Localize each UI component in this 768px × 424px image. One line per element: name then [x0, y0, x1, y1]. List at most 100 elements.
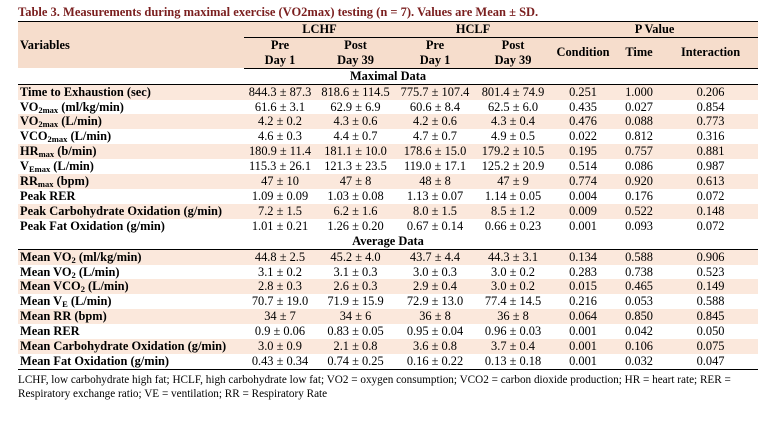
table-row: VEmax (L/min) 115.3 ± 26.1 121.3 ± 23.5 119… — [18, 159, 758, 174]
time-p-cell: 0.588 — [615, 249, 664, 265]
hclf-header: HCLF — [395, 21, 552, 38]
table-row: Mean Fat Oxidation (g/min) 0.43 ± 0.34 0.7… — [18, 353, 759, 370]
hclf-post-header: Post — [475, 37, 552, 53]
lchf-pre-cell: 61.6 ± 3.1 — [254, 99, 306, 114]
variable-subscript: 2max — [38, 119, 59, 130]
hclf-post-cell: 77.4 ± 14.5 — [484, 294, 542, 309]
lchf-post-cell: 2.6 ± 0.3 — [316, 279, 396, 295]
variable-unit: (L/min) — [58, 114, 102, 129]
variable-name: RR — [20, 174, 38, 189]
variable-subscript: max — [37, 179, 54, 190]
variable-subscript: 2 — [71, 269, 76, 280]
interaction-p-cell: 0.075 — [663, 339, 759, 354]
variable-name: Peak Fat Oxidation (g/min) — [20, 218, 165, 233]
lchf-pre-cell: 70.7 ± 19.0 — [251, 294, 309, 309]
table-row: Mean VCO2 (L/min) 2.8 ± 0.3 2.6 ± 0.3 2.9 ±… — [18, 279, 759, 295]
section-header-row: Maximal Data — [18, 68, 759, 85]
table-row: Peak Fat Oxidation (g/min) 1.01 ± 0.21 1.2… — [18, 219, 758, 234]
variable-subscript: 2 — [80, 284, 85, 295]
section-header-row: Average Data — [18, 233, 759, 250]
hclf-pre-cell: 0.67 ± 0.14 — [406, 218, 464, 233]
condition-p-cell: 0.476 — [551, 114, 616, 130]
condition-p-cell: 0.134 — [551, 249, 616, 265]
lchf-post-cell: 71.9 ± 15.9 — [327, 294, 384, 309]
table-row: HRmax (b/min) 180.9 ± 11.4 181.1 ± 10.0 178… — [18, 144, 759, 160]
variable-subscript: max — [38, 149, 55, 160]
variable-unit: (L/min) — [84, 279, 129, 294]
variable-name: Mean V — [20, 294, 63, 309]
variable-name: Mean VCO — [20, 279, 81, 294]
lchf-post-cell: 0.83 ± 0.05 — [327, 324, 384, 339]
lchf-post-cell: 1.03 ± 0.08 — [327, 188, 384, 203]
interaction-p-cell: 0.148 — [663, 203, 759, 219]
lchf-pre-cell: 3.1 ± 0.2 — [258, 264, 302, 279]
interaction-p-cell: 0.987 — [696, 159, 725, 174]
lchf-post-cell: 62.9 ± 6.9 — [330, 99, 381, 114]
condition-p-cell: 0.004 — [569, 188, 597, 203]
pvalue-header: P Value — [551, 21, 759, 38]
time-p-cell: 0.106 — [615, 339, 664, 354]
variable-name: Time to Exhaustion (sec) — [20, 84, 151, 99]
interaction-p-cell: 0.854 — [696, 99, 725, 114]
condition-p-cell: 0.001 — [569, 218, 597, 233]
hclf-post-cell: 4.9 ± 0.5 — [491, 129, 536, 144]
time-p-cell: 1.000 — [615, 84, 664, 100]
time-p-cell: 0.522 — [615, 203, 664, 219]
interaction-p-cell: 0.588 — [696, 294, 725, 309]
lchf-post-cell: 0.74 ± 0.25 — [316, 353, 396, 370]
lchf-post-header: Post — [316, 37, 396, 53]
time-p-cell: 0.176 — [625, 188, 653, 203]
hclf-post-cell: 8.5 ± 1.2 — [475, 203, 552, 219]
hclf-post-cell: 801.4 ± 74.9 — [475, 84, 552, 100]
hclf-pre-cell: 8.0 ± 1.5 — [395, 203, 476, 219]
variable-name: Mean RR (bpm) — [20, 309, 107, 324]
lchf-pre-cell: 2.8 ± 0.3 — [244, 279, 316, 295]
hclf-post-cell: 44.3 ± 3.1 — [475, 249, 552, 265]
time-p-cell: 0.032 — [615, 353, 664, 370]
table-row: Mean VO2 (L/min) 3.1 ± 0.2 3.1 ± 0.3 3.0 ± … — [18, 265, 758, 280]
hclf-pre-cell: 60.6 ± 8.4 — [409, 99, 461, 114]
lchf-pre-cell: 1.01 ± 0.21 — [251, 218, 309, 233]
time-p-cell: 0.042 — [625, 324, 653, 339]
hclf-pre-cell: 2.9 ± 0.4 — [395, 279, 476, 295]
table-row: Mean VO2 (ml/kg/min) 44.8 ± 2.5 45.2 ± 4.0… — [18, 249, 759, 265]
time-p-cell: 0.027 — [625, 99, 653, 114]
table-row: Peak RER 1.09 ± 0.09 1.03 ± 0.08 1.13 ± 0.0… — [18, 189, 758, 204]
table-row: Mean RER 0.9 ± 0.06 0.83 ± 0.05 0.95 ± 0.04… — [18, 324, 758, 339]
lchf-pre-cell: 7.2 ± 1.5 — [244, 203, 316, 219]
variable-name-cell: VO2max (ml/kg/min) — [18, 100, 244, 115]
lchf-pre-cell: 34 ± 7 — [244, 309, 316, 325]
interaction-p-cell: 0.773 — [663, 114, 759, 130]
table-row: Mean RR (bpm) 34 ± 7 34 ± 6 36 ± 8 36 ± 8 0.0… — [18, 309, 759, 325]
section-title: Maximal Data — [18, 68, 759, 85]
table-row: VCO2max (L/min) 4.6 ± 0.3 4.4 ± 0.7 4.7 ± 0… — [18, 129, 758, 144]
variable-name-cell: Mean VO2 (ml/kg/min) — [18, 249, 244, 265]
table-caption: Table 3. Measurements during maximal exe… — [18, 5, 539, 19]
variable-name: VO — [20, 114, 39, 129]
interaction-p-cell: 0.316 — [696, 129, 725, 144]
table-header: Variables LCHF HCLF P Value Pre Post Pre… — [18, 21, 759, 69]
variable-name-cell: Peak Carbohydrate Oxidation (g/min) — [18, 203, 244, 219]
condition-p-cell: 0.774 — [551, 174, 616, 189]
variable-unit: (ml/kg/min) — [58, 99, 124, 114]
hclf-post-cell: 125.2 ± 20.9 — [481, 159, 545, 174]
lchf-post-cell: 4.3 ± 0.6 — [316, 114, 396, 130]
hclf-pre-cell: 178.6 ± 15.0 — [395, 144, 476, 160]
variable-name-cell: VEmax (L/min) — [18, 159, 244, 174]
hclf-post-cell: 4.3 ± 0.4 — [475, 114, 552, 130]
table-row: Mean VE (L/min) 70.7 ± 19.0 71.9 ± 15.9 72.… — [18, 294, 758, 309]
interaction-p-cell: 0.845 — [663, 309, 759, 325]
variable-name: Mean VO — [20, 264, 72, 279]
lchf-pre-cell: 844.3 ± 87.3 — [244, 84, 316, 100]
lchf-pre-cell: 115.3 ± 26.1 — [248, 159, 312, 174]
variable-name-cell: Mean RR (bpm) — [18, 309, 244, 325]
interaction-p-cell: 0.050 — [696, 324, 725, 339]
variable-name-cell: Time to Exhaustion (sec) — [18, 84, 244, 100]
condition-header: Condition — [551, 37, 616, 69]
lchf-pre-cell: 4.2 ± 0.2 — [244, 114, 316, 130]
hclf-post-cell: 36 ± 8 — [475, 309, 552, 325]
lchf-post-cell: 34 ± 6 — [316, 309, 396, 325]
lchf-post-cell: 3.1 ± 0.3 — [333, 264, 378, 279]
condition-p-cell: 0.195 — [551, 144, 616, 160]
variable-name: VCO — [20, 129, 48, 144]
